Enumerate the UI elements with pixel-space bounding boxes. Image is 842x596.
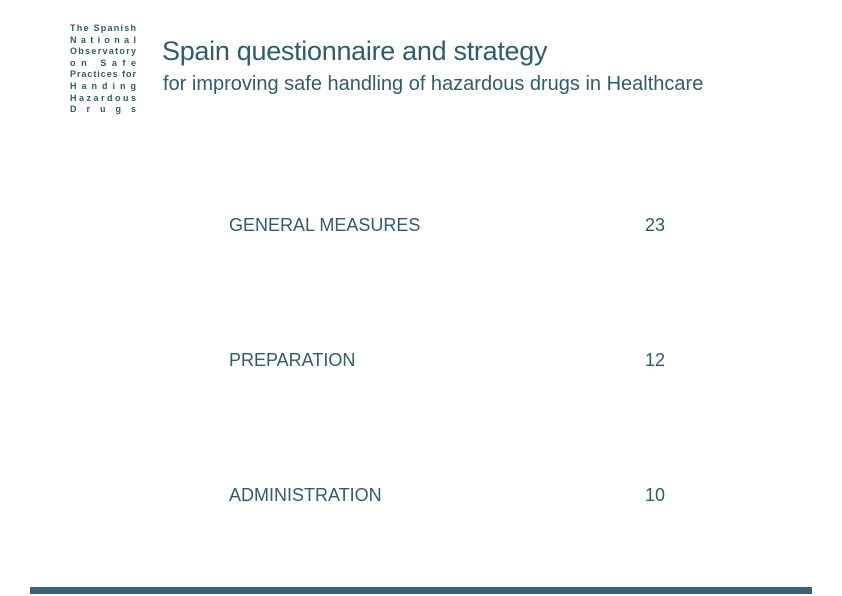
measure-label: ADMINISTRATION <box>229 485 382 505</box>
organization-line: on Safe <box>70 57 142 68</box>
measure-row-administration: ADMINISTRATION 10 <box>229 485 665 505</box>
organization-text-block: The Spanish National Observatory on Safe… <box>70 23 136 116</box>
measure-value: 12 <box>644 350 665 370</box>
bottom-accent-bar <box>30 587 812 594</box>
organization-line: Drugs <box>70 104 146 115</box>
measure-label: GENERAL MEASURES <box>229 215 421 235</box>
organization-line: National <box>70 34 141 45</box>
organization-line: Handing <box>70 80 141 91</box>
measure-row-general-measures: GENERAL MEASURES 23 <box>229 215 665 235</box>
measure-row-preparation: PREPARATION 12 <box>229 350 665 370</box>
measure-value: 23 <box>644 215 665 235</box>
organization-line: Hazardous <box>70 92 139 103</box>
measure-label: PREPARATION <box>229 350 356 370</box>
slide-subtitle: for improving safe handling of hazardous… <box>163 73 704 95</box>
organization-line: The Spanish <box>70 23 138 33</box>
slide-title: Spain questionnaire and strategy <box>162 36 548 66</box>
organization-line: Practices for <box>70 69 137 80</box>
organization-line: Observatory <box>70 46 138 57</box>
measure-value: 10 <box>644 485 665 505</box>
